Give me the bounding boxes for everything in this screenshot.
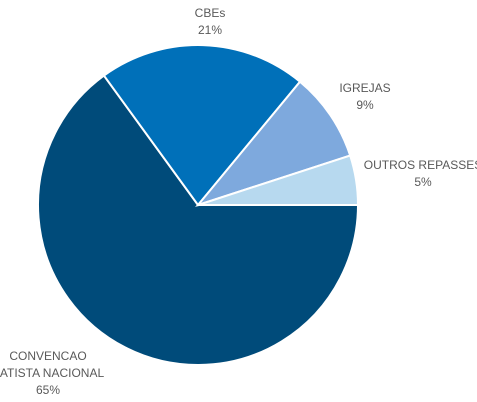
pie-labels: CONVENCAO BATISTA NACIONAL 65% CBEs 21% IGREJ… <box>0 6 477 397</box>
pie-slice-cbes <box>102 44 302 207</box>
pie-slice-igrejas <box>195 80 352 208</box>
pie-value-label: 65% <box>36 383 60 397</box>
pie-label-outros-repasses: OUTROS REPASSES 5% <box>364 158 477 189</box>
pie-label-cbes: CBEs 21% <box>195 6 226 37</box>
pie-label-convencao-batista-nacional: CONVENCAO BATISTA NACIONAL 65% <box>0 349 104 397</box>
pie-category-label: IGREJAS <box>339 81 390 95</box>
pie-value-label: 9% <box>356 98 374 112</box>
pie-slices <box>37 44 360 366</box>
pie-value-label: 21% <box>198 23 222 37</box>
pie-category-label: OUTROS REPASSES <box>364 158 477 172</box>
pie-slice-outros-repasses <box>197 154 360 206</box>
pie-category-label: CONVENCAO <box>9 349 86 363</box>
pie-label-igrejas: IGREJAS 9% <box>339 81 390 112</box>
pie-category-label: CBEs <box>195 6 226 20</box>
pie-value-label: 5% <box>414 175 432 189</box>
pie-slice-convencao-batista-nacional <box>37 74 360 366</box>
pie-category-label: BATISTA NACIONAL <box>0 366 104 380</box>
